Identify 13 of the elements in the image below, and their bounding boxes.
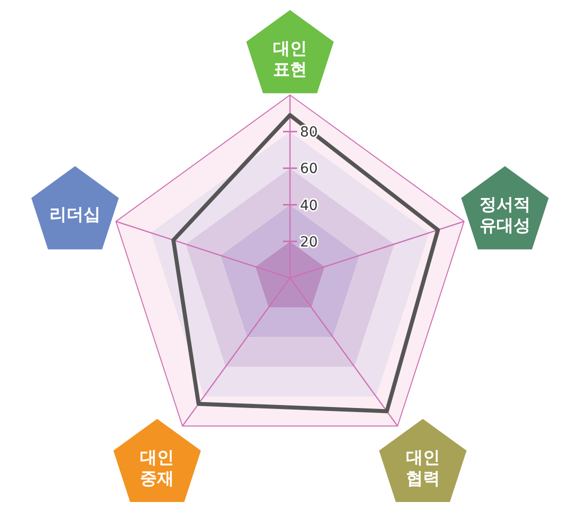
y-tick-label: 60: [300, 161, 318, 178]
category-label: 정서적 유대성: [461, 166, 549, 250]
spoke-label: 정서적 유대성: [479, 195, 530, 236]
category-label: 대인 협력: [379, 418, 467, 502]
spoke-label: 대인 협력: [406, 448, 440, 489]
spoke-label: 리더십: [50, 205, 101, 226]
spoke-label: 대인 중재: [140, 448, 174, 489]
y-tick-label: 20: [300, 234, 318, 250]
y-tick-label: 40: [300, 198, 318, 214]
spoke-label: 대인 표현: [273, 39, 307, 80]
category-label: 리더십: [31, 166, 119, 250]
category-label: 대인 중재: [113, 418, 201, 502]
category-label: 대인 표현: [246, 10, 334, 94]
